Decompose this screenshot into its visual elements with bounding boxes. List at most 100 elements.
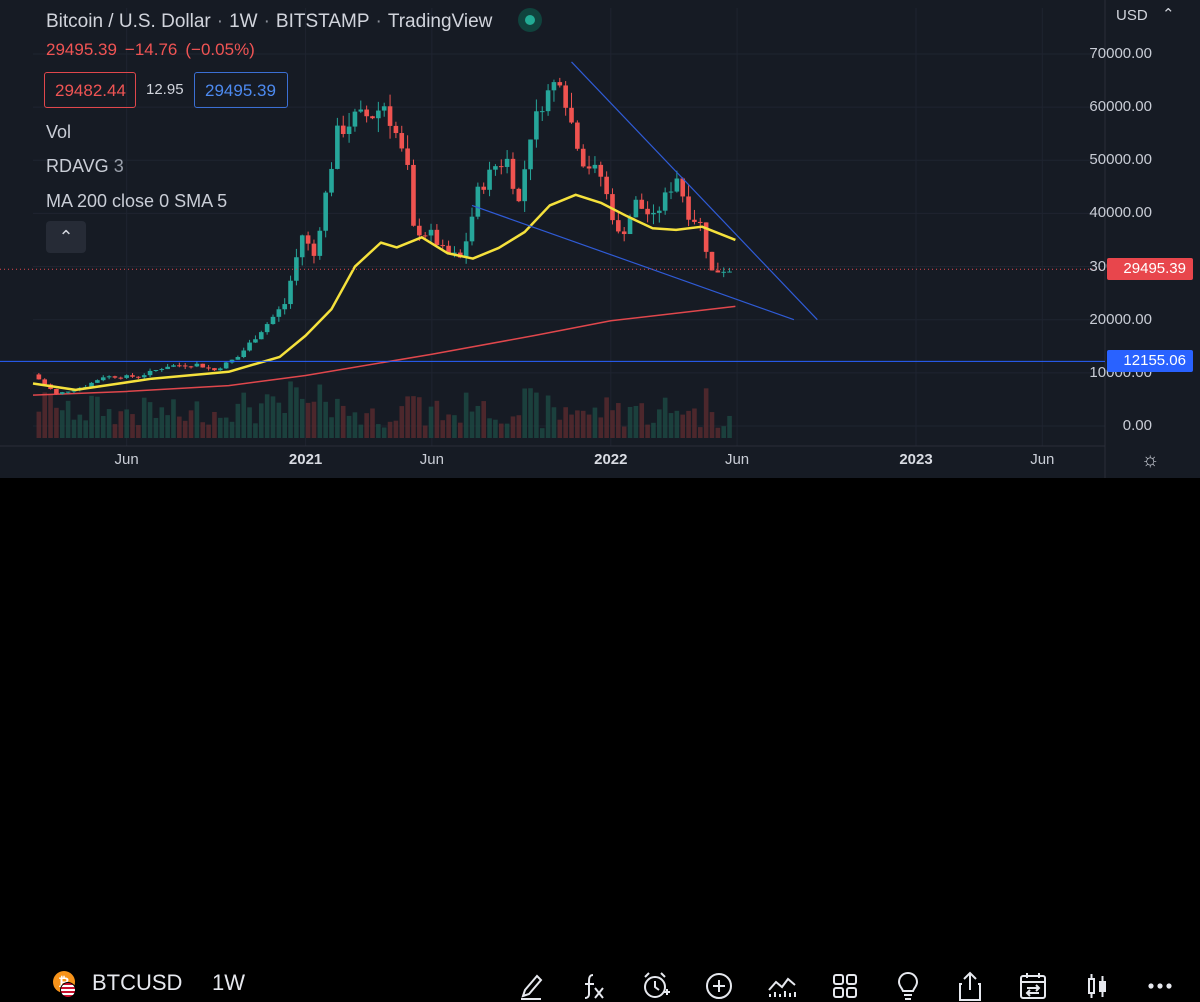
volume-bar (504, 423, 510, 438)
candle-body (580, 148, 586, 167)
volume-bar (235, 403, 241, 438)
price-chart[interactable] (0, 0, 1200, 478)
chevron-up-icon[interactable]: ⌃ (1162, 6, 1175, 23)
candle-body (59, 392, 65, 394)
compare-icon[interactable] (766, 970, 798, 1002)
volume-bar (411, 396, 416, 438)
volume-bar (545, 395, 551, 438)
candle-body (282, 304, 287, 310)
x-tick-label: Jun (1030, 451, 1055, 468)
horizontal-line-price-tag: 12155.06 (1107, 350, 1193, 373)
market-open-dot-icon (517, 8, 542, 32)
price-change-row: 29495.39 −14.76 (−0.05%) (46, 40, 263, 60)
volume-bar (452, 415, 457, 438)
trendlines (471, 61, 818, 321)
more-icon[interactable] (1144, 970, 1176, 1002)
volume-bar (130, 414, 135, 438)
volume-bar (715, 427, 721, 438)
y-tick-label: 60000.00 (1089, 98, 1152, 116)
idea-bulb-icon[interactable] (892, 970, 924, 1002)
y-tick-label: 20000.00 (1089, 310, 1152, 328)
buy-price-box[interactable]: 29495.39 (194, 72, 288, 108)
volume-bar (551, 407, 557, 438)
candle-body (522, 169, 527, 202)
candle-body (323, 192, 328, 231)
volume-bar (680, 414, 686, 438)
candle-body (510, 158, 516, 189)
indicator-ma[interactable]: MA 200 close 0 SMA 5 (46, 191, 228, 211)
sell-price-box[interactable]: 29482.44 (44, 72, 136, 108)
volume-bar (434, 400, 440, 438)
brush-icon[interactable] (515, 970, 547, 1002)
x-tick-label: 2023 (899, 451, 933, 468)
symbol-button[interactable]: BTCUSD (92, 970, 183, 995)
candle-body (124, 375, 129, 378)
candle-body (697, 221, 703, 223)
volume-bar (270, 396, 276, 438)
candle-body (288, 280, 293, 305)
volume-bar (440, 420, 446, 438)
alert-clock-icon[interactable] (640, 970, 672, 1002)
candle-body (118, 377, 124, 379)
rdavg-value: 3 (113, 156, 124, 176)
volume-bar (124, 409, 129, 438)
candle-body (692, 219, 697, 222)
candle-body (621, 231, 627, 235)
trendline (571, 61, 818, 321)
last-price-tag: 29495.39 (1107, 258, 1193, 281)
y-tick-label: 0.00 (1122, 417, 1152, 434)
candle-body (364, 109, 369, 117)
fx-icon[interactable] (577, 970, 609, 1002)
candle-body (188, 366, 194, 368)
volume-bar (510, 416, 516, 438)
volume-bar (381, 427, 387, 438)
volume-bar (346, 415, 352, 438)
replay-calendar-icon[interactable] (1017, 970, 1049, 1002)
candle-body (241, 350, 247, 357)
candle-body (668, 191, 674, 193)
exchange-label: BITSTAMP (275, 11, 370, 33)
volume-bar (136, 425, 141, 438)
interval-button[interactable]: 1W (212, 970, 245, 995)
indicator-rdavg[interactable]: RDAVG 3 (46, 156, 124, 177)
volume-bar (598, 417, 604, 438)
candle-body (340, 125, 346, 135)
trendline (471, 204, 795, 321)
volume-bar (493, 419, 498, 438)
collapse-legend-button[interactable]: ⌃ (46, 221, 86, 253)
candle-body (112, 376, 118, 378)
volume-bar (370, 408, 375, 438)
x-tick-label: Jun (419, 451, 444, 468)
volume-bar (422, 425, 428, 438)
settings-sun-icon[interactable]: ☼ (1141, 449, 1160, 471)
add-icon[interactable] (703, 970, 735, 1002)
candle-style-icon[interactable] (1081, 970, 1113, 1002)
spread-value: 12.95 (146, 81, 184, 98)
share-icon[interactable] (954, 970, 986, 1002)
volume-bar (95, 396, 100, 438)
volume-bar (294, 387, 299, 438)
volume-bar (487, 418, 492, 438)
candle-body (463, 241, 469, 258)
chart-area[interactable]: Bitcoin / U.S. Dollar · 1W · BITSTAMP · Tradin… (0, 0, 1200, 478)
volume-bar (662, 397, 668, 438)
volume-bar (457, 422, 463, 438)
candle-body (539, 111, 545, 113)
currency-label[interactable]: USD (1116, 7, 1148, 24)
volume-bar (686, 410, 691, 438)
candle-body (253, 339, 258, 343)
layout-icon[interactable] (829, 970, 861, 1002)
volume-bar (539, 428, 545, 438)
candle-body (194, 363, 200, 367)
volume-bar (299, 398, 305, 438)
candle-body (434, 229, 440, 246)
volume-bar (212, 411, 217, 438)
candle-body (147, 370, 153, 376)
candle-body (206, 367, 211, 369)
volume-bar (727, 415, 732, 438)
volume-bar (335, 398, 340, 438)
volume-bar (171, 399, 176, 438)
candle-body (498, 166, 504, 168)
volume-bar (534, 392, 539, 438)
indicator-volume[interactable]: Vol (46, 122, 72, 142)
